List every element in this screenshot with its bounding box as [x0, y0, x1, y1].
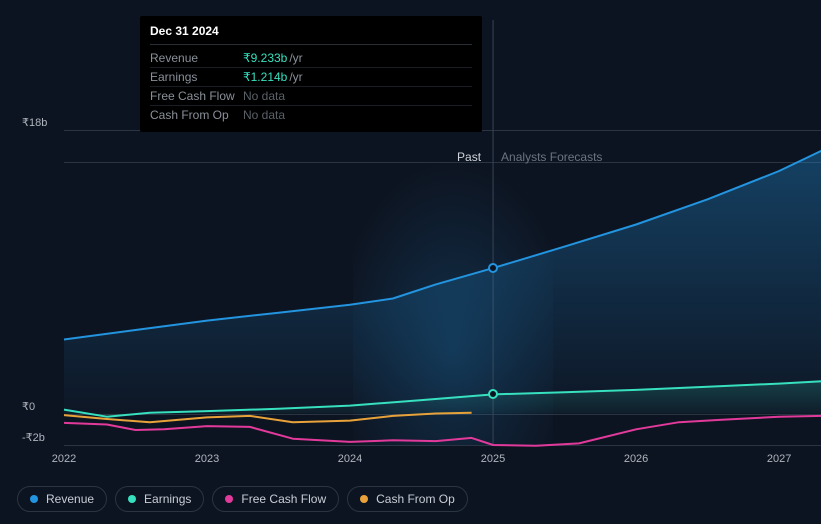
legend-label: Earnings — [144, 492, 191, 506]
legend-label: Cash From Op — [376, 492, 455, 506]
forecast-period-label: Analysts Forecasts — [501, 150, 602, 164]
legend-item-revenue[interactable]: Revenue — [17, 486, 107, 512]
legend-item-fcf[interactable]: Free Cash Flow — [212, 486, 339, 512]
x-axis-label: 2023 — [195, 453, 219, 465]
chart-legend: Revenue Earnings Free Cash Flow Cash From O… — [17, 486, 468, 512]
tooltip-metric-name: Cash From Op — [150, 108, 243, 122]
x-axis-label: 2026 — [624, 453, 648, 465]
legend-item-earnings[interactable]: Earnings — [115, 486, 204, 512]
legend-dot-icon — [225, 495, 233, 503]
tooltip-metric-value: ₹1.214b — [243, 70, 287, 84]
tooltip-row: Cash From OpNo data — [150, 106, 472, 124]
legend-label: Free Cash Flow — [241, 492, 326, 506]
tooltip-date: Dec 31 2024 — [150, 24, 472, 45]
tooltip-metric-value: ₹9.233b — [243, 51, 287, 65]
x-axis-label: 2024 — [338, 453, 362, 465]
tooltip-metric-name: Free Cash Flow — [150, 89, 243, 103]
chart-tooltip: Dec 31 2024 Revenue₹9.233b /yrEarnings₹1… — [140, 16, 482, 132]
tooltip-metric-name: Revenue — [150, 51, 243, 65]
tooltip-row: Earnings₹1.214b /yr — [150, 68, 472, 87]
legend-item-cfo[interactable]: Cash From Op — [347, 486, 468, 512]
tooltip-row: Free Cash FlowNo data — [150, 87, 472, 106]
legend-dot-icon — [360, 495, 368, 503]
tooltip-row: Revenue₹9.233b /yr — [150, 49, 472, 68]
legend-dot-icon — [128, 495, 136, 503]
tooltip-no-data: No data — [243, 108, 285, 122]
legend-dot-icon — [30, 495, 38, 503]
earnings-marker — [488, 389, 498, 399]
x-axis-label: 2027 — [767, 453, 791, 465]
past-period-label: Past — [457, 150, 481, 164]
x-axis-label: 2022 — [52, 453, 76, 465]
tooltip-no-data: No data — [243, 89, 285, 103]
x-axis-label: 2025 — [481, 453, 505, 465]
legend-label: Revenue — [46, 492, 94, 506]
revenue-marker — [488, 263, 498, 273]
tooltip-metric-name: Earnings — [150, 70, 243, 84]
